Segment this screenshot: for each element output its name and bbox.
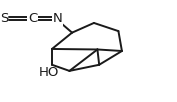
Text: N: N xyxy=(52,12,62,25)
Text: S: S xyxy=(1,12,9,25)
Text: HO: HO xyxy=(39,66,59,79)
Text: C: C xyxy=(28,12,37,25)
